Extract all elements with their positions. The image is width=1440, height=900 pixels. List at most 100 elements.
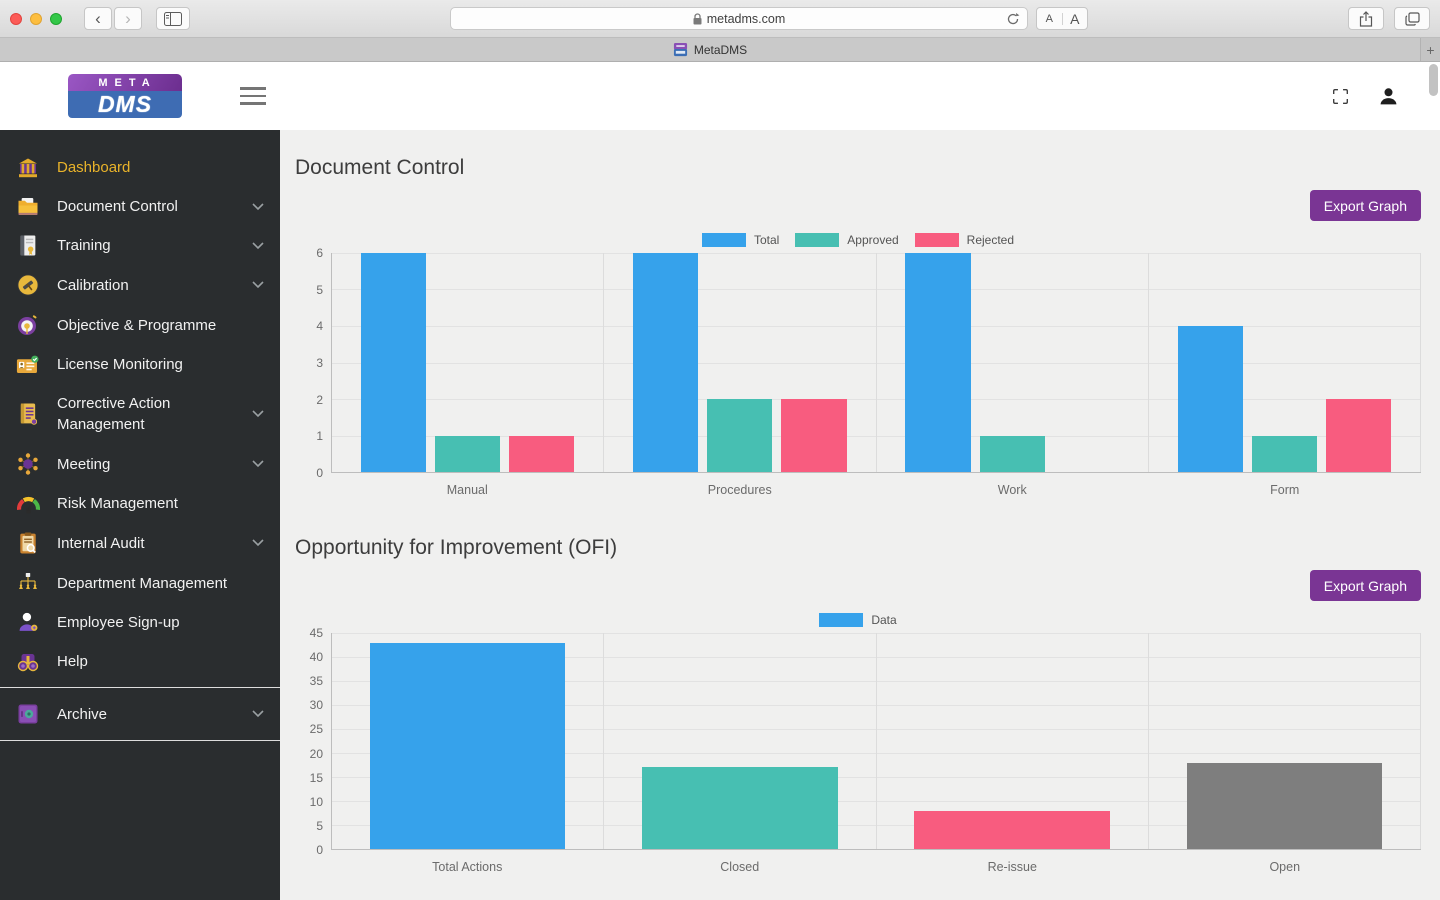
metadms-favicon [673, 42, 687, 57]
sidebar-item-label: Department Management [57, 574, 228, 592]
chevron-down-icon [251, 237, 265, 255]
legend-item-data: Data [819, 612, 897, 627]
sidebar-item-meeting[interactable]: Meeting [0, 444, 280, 484]
y-tick-label: 20 [309, 746, 323, 761]
bar-form-rejected [1325, 399, 1392, 472]
forward-button[interactable]: › [114, 7, 142, 30]
sidebar-item-employee-sign-up[interactable]: Employee Sign-up [0, 603, 280, 642]
gridline [332, 362, 1421, 364]
y-tick-label: 6 [316, 246, 323, 260]
sidebar-item-internal-audit[interactable]: Internal Audit [0, 523, 280, 563]
y-tick-label: 15 [309, 770, 323, 785]
new-tab-button[interactable]: + [1420, 38, 1440, 61]
chart-legend: Data [295, 612, 1421, 627]
address-bar[interactable]: metadms.com [450, 7, 1028, 30]
export-graph-button[interactable]: Export Graph [1309, 190, 1421, 221]
reload-icon[interactable] [1006, 12, 1020, 26]
bar-manual-rejected [509, 435, 575, 472]
fullscreen-icon[interactable] [1332, 88, 1349, 105]
bar-open-data [1186, 762, 1383, 849]
y-axis: 0 1 2 3 4 5 6 [295, 246, 331, 480]
sidebar-item-document-control[interactable]: Document Control [0, 187, 280, 226]
legend-item-approved: Approved [795, 232, 899, 247]
sidebar-toggle-button[interactable] [156, 7, 190, 30]
y-tick-label: 25 [309, 722, 323, 737]
show-tabs-button[interactable] [1394, 7, 1430, 30]
sidebar-item-corrective-action-management[interactable]: Corrective Action Management [0, 384, 280, 444]
sidebar-item-label: Archive [57, 705, 108, 723]
forward-icon: › [125, 9, 131, 28]
user-profile-icon[interactable] [1379, 87, 1398, 106]
sidebar-item-calibration[interactable]: Calibration [0, 265, 280, 305]
tab-metadms[interactable]: MetaDMS [0, 38, 1420, 61]
legend-item-total: Total [701, 232, 779, 247]
scrollbar-thumb[interactable] [1429, 64, 1438, 96]
sidebar-item-label: Calibration [57, 276, 129, 294]
legend-label: Rejected [966, 232, 1015, 247]
traffic-lights [10, 12, 62, 25]
plot-area [331, 633, 1421, 850]
gridline [332, 289, 1421, 291]
x-axis-label-open: Open [1269, 860, 1301, 874]
font-size-buttons[interactable]: A A [1036, 7, 1088, 30]
meeting-icon [16, 453, 40, 475]
bar-group-manual [332, 253, 605, 472]
tab-bar: MetaDMS + [0, 38, 1440, 62]
sidebar-item-dashboard[interactable]: Dashboard [0, 148, 280, 187]
font-smaller-button[interactable]: A [1037, 12, 1063, 25]
main-content: Document Control Export Graph Total Appro… [280, 130, 1440, 900]
safe-icon [16, 703, 40, 725]
sidebar-divider [0, 687, 280, 688]
back-button[interactable]: ‹ [84, 7, 112, 30]
bar-group-form [1149, 253, 1421, 472]
sidebar-divider [0, 740, 280, 741]
sidebar-item-help[interactable]: Help [0, 642, 280, 681]
chevron-down-icon [251, 534, 265, 552]
back-icon: ‹ [95, 9, 101, 28]
gridline [332, 753, 1421, 754]
sidebar-item-license-monitoring[interactable]: License Monitoring [0, 345, 280, 384]
add-user-icon [16, 612, 40, 633]
sidebar-item-archive[interactable]: Archive [0, 694, 280, 734]
chevron-down-icon [251, 198, 265, 216]
x-axis-label-closed: Closed [720, 860, 760, 874]
sidebar-item-department-management[interactable]: Department Management [0, 563, 280, 603]
share-icon [1359, 10, 1373, 27]
target-icon [16, 314, 40, 336]
binoculars-icon [16, 652, 40, 672]
url-text: metadms.com [706, 11, 786, 26]
section-title: Opportunity for Improvement (OFI) [295, 536, 618, 559]
gridline [332, 325, 1421, 327]
x-axis-labels: Total Actions Closed Re-issue Open [331, 850, 1421, 876]
sidebar-item-label: Risk Management [57, 495, 178, 512]
minimize-window-button[interactable] [30, 12, 42, 25]
sidebar-item-risk-management[interactable]: Risk Management [0, 484, 280, 523]
close-window-button[interactable] [10, 12, 22, 25]
gridline [332, 801, 1421, 802]
sidebar-item-objective-programme[interactable]: Objective & Programme [0, 305, 280, 345]
bar-closed-data [642, 767, 838, 849]
gridline [332, 398, 1421, 400]
bar-procedures-total [633, 253, 699, 472]
sidebar-item-training[interactable]: Training [0, 226, 280, 265]
bar-group-total-actions [332, 633, 605, 849]
sidebar-item-label: Training [57, 237, 111, 254]
export-graph-button[interactable]: Export Graph [1309, 570, 1421, 601]
folder-icon [16, 197, 40, 216]
sidebar-item-label: Internal Audit [57, 534, 145, 552]
zoom-window-button[interactable] [50, 12, 62, 25]
x-axis-labels: Manual Procedures Work Form [331, 473, 1421, 499]
bar-group-closed [604, 633, 877, 849]
x-axis-label-manual: Manual [446, 483, 488, 497]
gridline [332, 681, 1421, 682]
bar-group-procedures [604, 253, 877, 472]
bank-icon [16, 158, 40, 178]
x-axis-label-work: Work [997, 483, 1027, 497]
menu-toggle-button[interactable] [240, 87, 266, 105]
y-tick-label: 45 [309, 626, 323, 640]
plot-area [331, 253, 1421, 473]
y-axis: 0 5 10 15 20 25 30 35 40 45 [295, 626, 331, 857]
share-button[interactable] [1348, 7, 1384, 30]
font-larger-button[interactable]: A [1070, 10, 1080, 27]
y-tick-label: 2 [316, 392, 323, 407]
